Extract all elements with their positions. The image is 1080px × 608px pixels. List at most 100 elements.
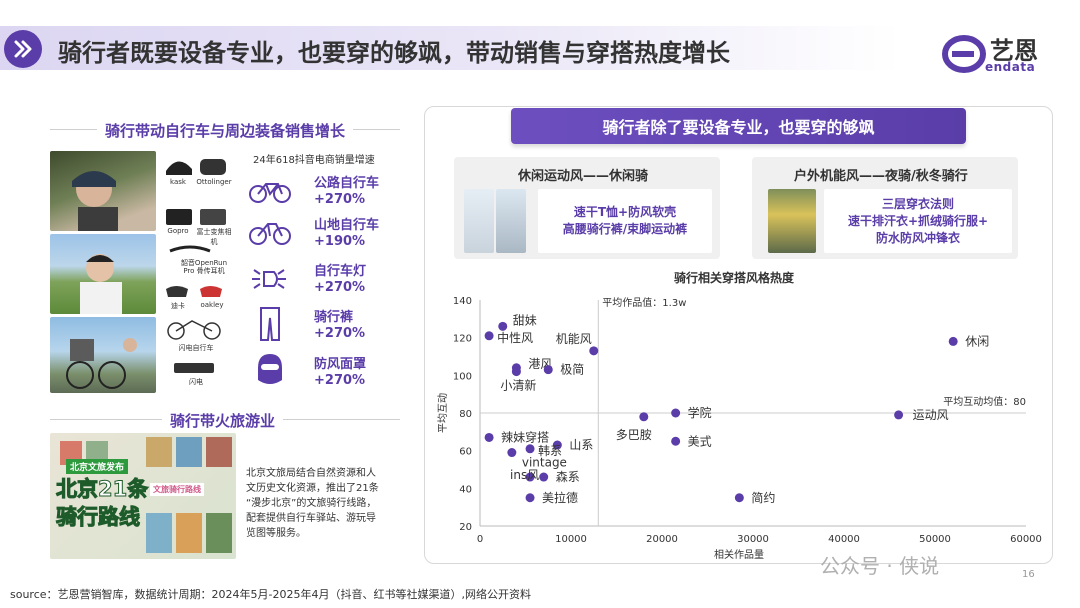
poster-title-line2: 骑行路线 xyxy=(56,505,141,530)
y-tick-label: 20 xyxy=(459,522,472,533)
cyclist-photo-2 xyxy=(50,234,156,314)
point-label: 韩系 xyxy=(538,443,562,458)
x-tick-label: 20000 xyxy=(646,534,678,545)
scatter-point xyxy=(539,472,549,482)
outfit-photo xyxy=(496,189,526,253)
style-card-body: 三层穿衣法则 速干排汗衣+抓绒骑行服+ 防水防风冲锋衣 xyxy=(824,189,1012,253)
category-value: +270% xyxy=(314,373,366,388)
category-mountain-bike: 山地自行车 +190% xyxy=(314,218,379,250)
scatter-chart: 0 10000 20000 30000 40000 50000 60000 20 40 60 80 1… xyxy=(437,296,1042,561)
category-road-bike: 公路自行车 +270% xyxy=(314,176,379,208)
point-label: 极简 xyxy=(560,363,584,377)
product-label: 迪卡 xyxy=(171,302,185,310)
style-card-line: 速干T恤+防风软壳 xyxy=(573,205,677,219)
y-tick-label: 120 xyxy=(453,334,472,345)
scatter-point xyxy=(734,493,744,503)
product-label: 富士变焦相机 xyxy=(196,228,232,246)
x-tick-label: 0 xyxy=(477,534,483,545)
product-label: kask xyxy=(170,178,186,186)
style-card-line: 三层穿衣法则 xyxy=(881,196,954,211)
scatter-point xyxy=(639,412,649,422)
scatter-point xyxy=(484,432,494,442)
section2-title: 骑行带火旅游业 xyxy=(162,410,284,431)
point-label: 甜妹 xyxy=(513,313,537,327)
x-tick-label: 60000 xyxy=(1010,534,1042,545)
section1-title: 骑行带动自行车与周边装备销售增长 xyxy=(97,120,354,141)
point-label: 森系 xyxy=(556,469,580,484)
product-grid: kask Ottolinger Gopro 富士变焦相机 韶音OpenRun P… xyxy=(160,151,232,393)
x-axis-label: 相关作品量 xyxy=(714,548,764,561)
page-number: 16 xyxy=(1022,569,1035,580)
cyclist-photo-1 xyxy=(50,151,156,231)
scatter-point xyxy=(589,346,599,356)
scatter-point xyxy=(543,365,553,375)
product-label: 闪电 xyxy=(189,378,203,386)
outfit-photo xyxy=(464,189,494,253)
tourism-text-line: “漫步北京”的文旅骑行线路， xyxy=(246,498,377,509)
scatter-point xyxy=(525,444,535,454)
mountain-bike-icon xyxy=(249,223,291,245)
point-label: 简约 xyxy=(751,490,775,505)
style-card-line: 高腰骑行裤/束脚运动裤 xyxy=(562,222,688,236)
scatter-point xyxy=(511,367,521,377)
point-label: 运动风 xyxy=(913,408,949,422)
outfit-photo xyxy=(768,189,816,253)
chart-title: 骑行相关穿搭风格热度 xyxy=(674,271,795,285)
category-label: 公路自行车 xyxy=(314,176,380,191)
category-face-mask: 防风面罩 +270% xyxy=(314,357,366,389)
x-tick-label: 30000 xyxy=(737,534,769,545)
scatter-point xyxy=(671,408,681,418)
product-label: oakley xyxy=(200,301,224,309)
point-label: 多巴胺 xyxy=(616,428,652,442)
style-card-title: 户外机能风——夜骑/秋冬骑行 xyxy=(794,169,968,184)
point-label: 美拉德 xyxy=(542,490,578,505)
product-label: 闪电自行车 xyxy=(178,344,214,352)
y-axis-label: 平均互动 xyxy=(437,393,449,433)
tourism-text-line: 文历史文化资源，推出了21条 xyxy=(246,483,379,494)
header-bar xyxy=(0,26,900,70)
bike-light-icon xyxy=(252,269,286,289)
page-title: 骑行者既要设备专业，也要穿的够飒，带动销售与穿搭热度增长 xyxy=(58,39,730,67)
category-value: +270% xyxy=(314,192,366,207)
poster-title-line1: 北京21条 xyxy=(55,477,149,502)
poster-subtitle: 文旅骑行路线 xyxy=(150,483,204,496)
category-label: 防风面罩 xyxy=(314,357,367,372)
product-label: Gopro xyxy=(167,227,189,235)
point-label: ins风 xyxy=(510,468,539,482)
source-footer: source：艺恩营销智库，数据统计周期：2024年5月-2025年4月（抖音、… xyxy=(10,588,531,601)
point-label: 学院 xyxy=(688,405,712,420)
tourism-text-line: 览图等服务。 xyxy=(246,528,306,539)
product-images xyxy=(166,159,226,373)
scatter-point xyxy=(484,331,494,341)
tourism-text-line: 北京文旅局结合自然资源和人 xyxy=(246,468,376,479)
poster-background xyxy=(60,437,232,553)
y-tick-label: 60 xyxy=(459,447,472,458)
style-card-line: 速干排汗衣+抓绒骑行服+ xyxy=(847,213,989,228)
x-tick-label: 50000 xyxy=(919,534,951,545)
tourism-poster: 北京文旅发布 北京21条 骑行路线 文旅骑行路线 xyxy=(50,433,236,559)
point-label: 美式 xyxy=(688,434,712,448)
style-card-outdoor: 户外机能风——夜骑/秋冬骑行 三层穿衣法则 速干排汗衣+抓绒骑行服+ 防水防风冲… xyxy=(752,157,1018,259)
scatter-point xyxy=(552,440,562,450)
mean-works-label: 平均作品值：1.3w xyxy=(602,296,686,309)
point-label: 山系 xyxy=(569,438,593,452)
category-label: 山地自行车 xyxy=(314,218,380,233)
header-chevron-icon xyxy=(4,30,42,68)
product-label: 韶音OpenRun Pro 骨传耳机 xyxy=(180,259,228,275)
cycling-pants-icon xyxy=(260,307,280,341)
road-bike-icon xyxy=(249,183,291,203)
point-label: 辣妹穿搭 xyxy=(501,429,549,444)
right-banner: 骑行者除了要设备专业，也要穿的够飒 xyxy=(511,108,966,144)
scatter-point xyxy=(525,493,535,503)
watermark: 公众号 · 侠说 xyxy=(820,554,940,578)
y-tick-label: 80 xyxy=(459,409,472,420)
scatter-point xyxy=(894,410,904,420)
y-tick-label: 140 xyxy=(453,296,472,307)
point-label: vintage xyxy=(522,456,567,470)
point-label: 中性风 xyxy=(497,330,533,345)
face-mask-icon xyxy=(258,354,282,384)
category-value: +190% xyxy=(314,234,366,249)
point-label: 小清新 xyxy=(500,378,536,393)
x-tick-label: 40000 xyxy=(828,534,860,545)
category-bike-light: 自行车灯 +270% xyxy=(314,264,366,296)
